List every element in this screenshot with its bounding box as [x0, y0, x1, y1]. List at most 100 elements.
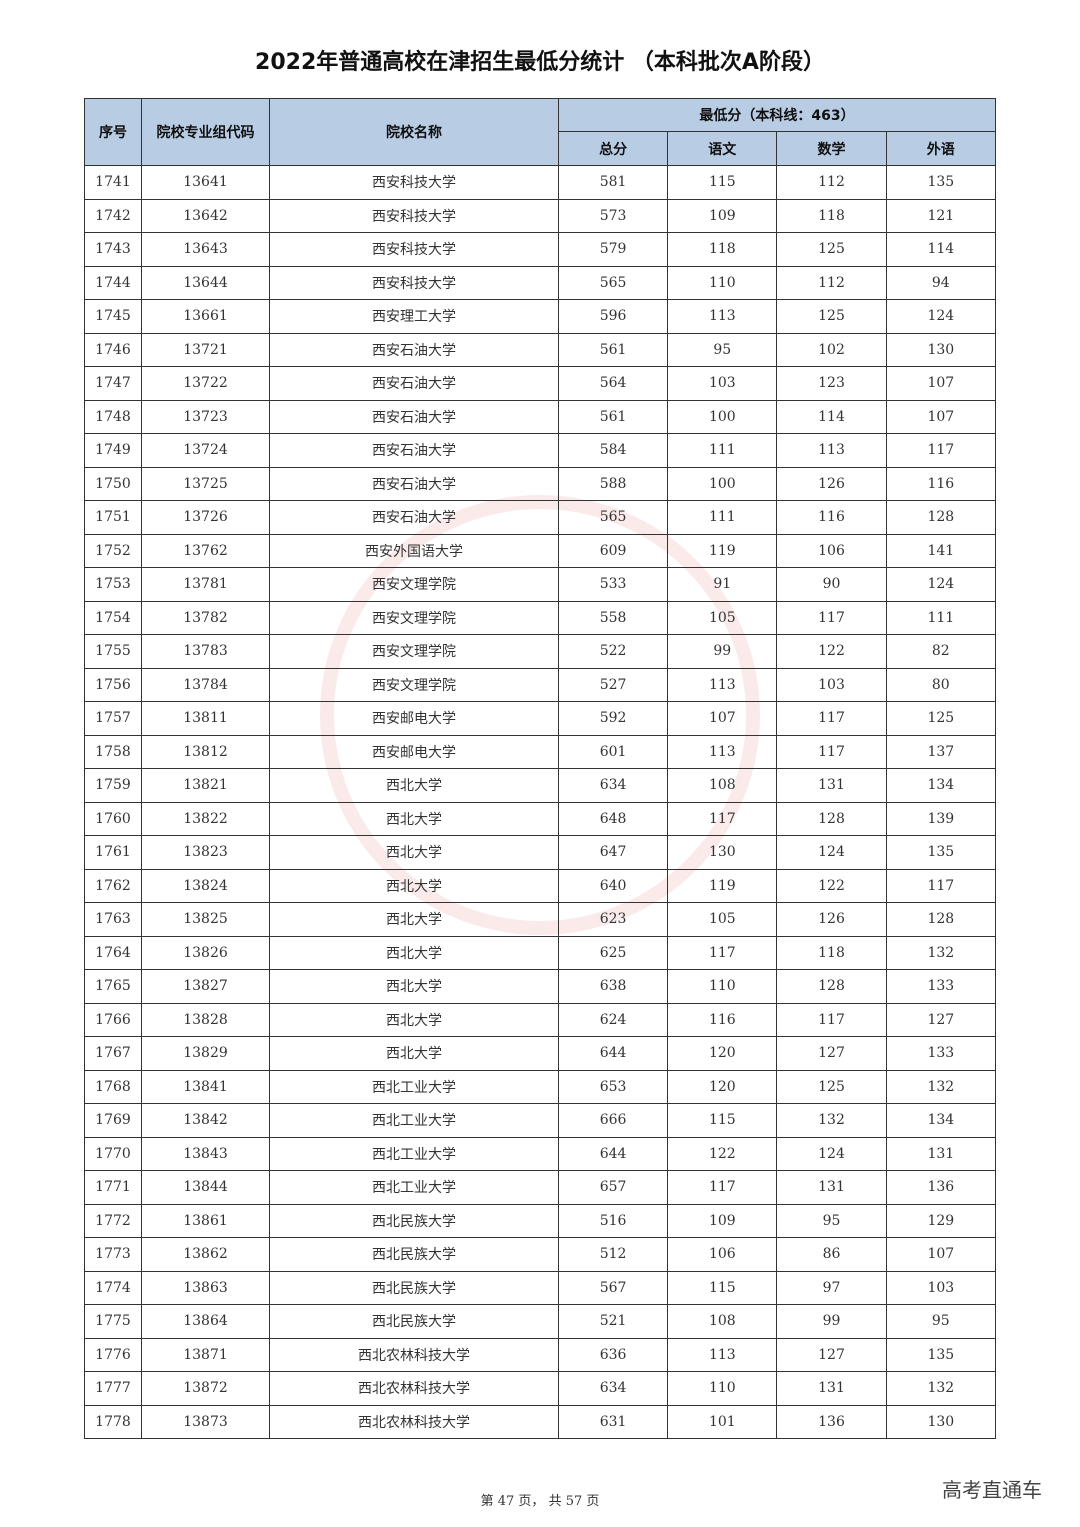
table-row: 1752 13762 西安外国语大学 609 119 106 141	[84, 533, 997, 568]
cell-name: 西北大学	[269, 868, 559, 903]
cell-name: 西安科技大学	[269, 165, 559, 200]
cell-total: 653	[557, 1069, 669, 1104]
cell-foreign: 125	[885, 701, 997, 736]
cell-total: 565	[557, 500, 669, 535]
cell-name: 西北大学	[269, 1036, 559, 1071]
cell-code: 13812	[141, 734, 270, 769]
cell-code: 13872	[141, 1371, 270, 1406]
cell-math: 116	[776, 500, 887, 535]
cell-math: 103	[776, 667, 887, 702]
cell-chinese: 117	[667, 801, 778, 836]
cell-total: 581	[557, 165, 669, 200]
cell-seq: 1757	[84, 701, 142, 736]
cell-chinese: 108	[667, 768, 778, 803]
table-row: 1773 13862 西北民族大学 512 106 86 107	[84, 1237, 997, 1272]
cell-foreign: 141	[885, 533, 997, 568]
cell-chinese: 117	[667, 1170, 778, 1205]
page-title: 2022年普通高校在津招生最低分统计 （本科批次A阶段）	[255, 50, 825, 75]
header-name: 院校名称	[269, 98, 559, 166]
cell-chinese: 130	[667, 835, 778, 870]
cell-foreign: 135	[885, 1337, 997, 1372]
cell-code: 13844	[141, 1170, 270, 1205]
header-chinese: 语文	[667, 131, 778, 166]
header-seq: 序号	[84, 98, 142, 166]
table-row: 1749 13724 西安石油大学 584 111 113 117	[84, 433, 997, 468]
cell-foreign: 130	[885, 1404, 997, 1439]
table-row: 1753 13781 西安文理学院 533 91 90 124	[84, 567, 997, 602]
cell-code: 13863	[141, 1270, 270, 1305]
cell-chinese: 111	[667, 433, 778, 468]
cell-code: 13826	[141, 935, 270, 970]
cell-math: 106	[776, 533, 887, 568]
cell-foreign: 94	[885, 265, 997, 300]
cell-seq: 1746	[84, 332, 142, 367]
cell-code: 13825	[141, 902, 270, 937]
cell-code: 13784	[141, 667, 270, 702]
cell-chinese: 113	[667, 299, 778, 334]
cell-chinese: 91	[667, 567, 778, 602]
cell-math: 127	[776, 1337, 887, 1372]
cell-total: 558	[557, 600, 669, 635]
cell-foreign: 82	[885, 634, 997, 669]
cell-code: 13722	[141, 366, 270, 401]
cell-foreign: 124	[885, 567, 997, 602]
cell-foreign: 114	[885, 232, 997, 267]
cell-math: 128	[776, 801, 887, 836]
cell-seq: 1762	[84, 868, 142, 903]
cell-seq: 1752	[84, 533, 142, 568]
cell-name: 西北工业大学	[269, 1136, 559, 1171]
cell-chinese: 95	[667, 332, 778, 367]
cell-seq: 1754	[84, 600, 142, 635]
cell-code: 13644	[141, 265, 270, 300]
cell-seq: 1741	[84, 165, 142, 200]
cell-math: 118	[776, 198, 887, 233]
cell-name: 西北民族大学	[269, 1237, 559, 1272]
cell-seq: 1756	[84, 667, 142, 702]
cell-math: 131	[776, 1170, 887, 1205]
cell-math: 132	[776, 1103, 887, 1138]
cell-foreign: 116	[885, 466, 997, 501]
cell-total: 522	[557, 634, 669, 669]
cell-name: 西北民族大学	[269, 1270, 559, 1305]
cell-seq: 1760	[84, 801, 142, 836]
cell-math: 128	[776, 969, 887, 1004]
cell-name: 西安石油大学	[269, 433, 559, 468]
cell-foreign: 132	[885, 935, 997, 970]
table-row: 1757 13811 西安邮电大学 592 107 117 125	[84, 701, 997, 736]
table-row: 1778 13873 西北农林科技大学 631 101 136 130	[84, 1404, 997, 1439]
cell-code: 13782	[141, 600, 270, 635]
cell-seq: 1765	[84, 969, 142, 1004]
cell-code: 13641	[141, 165, 270, 200]
cell-code: 13862	[141, 1237, 270, 1272]
cell-total: 561	[557, 332, 669, 367]
cell-code: 13861	[141, 1203, 270, 1238]
cell-seq: 1742	[84, 198, 142, 233]
cell-name: 西北大学	[269, 1002, 559, 1037]
cell-code: 13871	[141, 1337, 270, 1372]
table-row: 1754 13782 西安文理学院 558 105 117 111	[84, 600, 997, 635]
table-row: 1771 13844 西北工业大学 657 117 131 136	[84, 1170, 997, 1205]
cell-total: 567	[557, 1270, 669, 1305]
cell-name: 西安石油大学	[269, 366, 559, 401]
table-row: 1751 13726 西安石油大学 565 111 116 128	[84, 500, 997, 535]
cell-seq: 1776	[84, 1337, 142, 1372]
cell-foreign: 136	[885, 1170, 997, 1205]
cell-name: 西安邮电大学	[269, 701, 559, 736]
cell-total: 579	[557, 232, 669, 267]
cell-seq: 1771	[84, 1170, 142, 1205]
cell-total: 640	[557, 868, 669, 903]
header-code: 院校专业组代码	[141, 98, 270, 166]
cell-seq: 1769	[84, 1103, 142, 1138]
cell-foreign: 139	[885, 801, 997, 836]
cell-total: 564	[557, 366, 669, 401]
cell-code: 13841	[141, 1069, 270, 1104]
cell-code: 13843	[141, 1136, 270, 1171]
cell-math: 125	[776, 1069, 887, 1104]
cell-foreign: 107	[885, 399, 997, 434]
cell-name: 西北工业大学	[269, 1103, 559, 1138]
cell-name: 西北大学	[269, 835, 559, 870]
cell-total: 588	[557, 466, 669, 501]
cell-chinese: 108	[667, 1304, 778, 1339]
cell-chinese: 116	[667, 1002, 778, 1037]
cell-math: 97	[776, 1270, 887, 1305]
